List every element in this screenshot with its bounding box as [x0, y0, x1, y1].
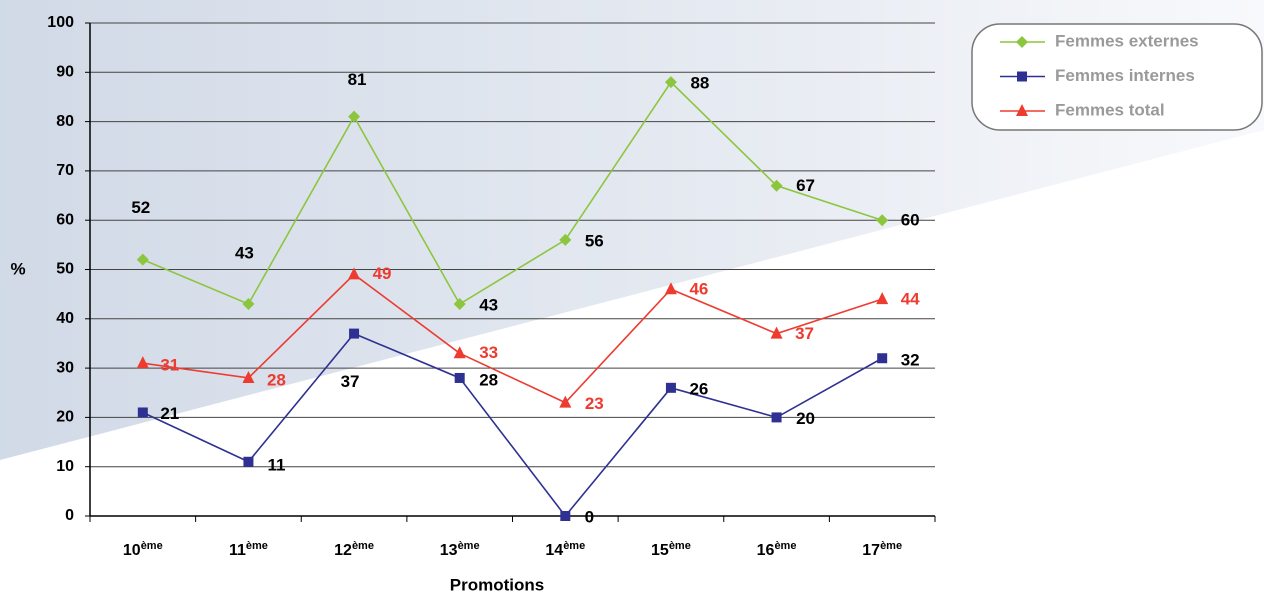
series-line: [142, 273, 883, 404]
data-label: 56: [585, 231, 604, 250]
data-label: 21: [160, 404, 179, 423]
marker-diamond: [136, 253, 149, 266]
series-line: [142, 332, 883, 518]
data-label: 23: [585, 394, 604, 413]
y-tick-label: 20: [56, 409, 74, 426]
data-label: 60: [901, 211, 920, 230]
legend-box: [971, 23, 1263, 131]
marker-square: [1017, 71, 1027, 82]
background-photo: [0, 0, 1264, 460]
legend-label: Femmes internes: [1055, 66, 1195, 85]
data-label: 46: [689, 280, 708, 299]
marker-triangle: [770, 326, 783, 339]
marker-triangle: [559, 395, 572, 408]
x-tick-label: 14ème: [545, 540, 585, 559]
y-tick-label: 90: [56, 64, 74, 81]
data-label: 32: [901, 351, 920, 370]
series-line: [142, 80, 883, 306]
marker-diamond: [559, 233, 572, 246]
y-tick-label: 40: [56, 310, 74, 327]
data-label: 81: [348, 70, 367, 89]
y-tick-label: 30: [56, 359, 74, 376]
marker-triangle: [348, 267, 361, 280]
marker-square: [349, 328, 360, 339]
marker-square: [771, 412, 782, 423]
marker-diamond: [242, 298, 255, 311]
y-tick-label: 100: [47, 14, 74, 31]
marker-square: [877, 353, 888, 364]
data-label: 43: [235, 243, 254, 262]
y-tick-label: 50: [56, 261, 74, 278]
legend-label: Femmes externes: [1055, 31, 1199, 50]
marker-diamond: [348, 110, 361, 123]
data-label: 44: [901, 290, 920, 309]
y-tick-label: 10: [56, 458, 74, 475]
marker-triangle: [242, 370, 255, 383]
data-label: 33: [479, 343, 498, 362]
data-label: 28: [479, 370, 498, 389]
data-label: 28: [267, 370, 286, 389]
data-label: 88: [690, 74, 709, 93]
y-tick-label: 0: [65, 507, 74, 524]
y-tick-label: 80: [56, 113, 74, 130]
y-tick-label: 70: [56, 162, 74, 179]
data-label: 43: [479, 295, 498, 314]
marker-diamond: [664, 76, 677, 89]
data-label: 37: [795, 324, 814, 343]
marker-square: [454, 372, 465, 383]
marker-square: [560, 511, 571, 521]
data-label: 49: [373, 264, 392, 283]
x-tick-label: 13ème: [440, 540, 480, 559]
x-tick-label: 11ème: [229, 540, 268, 559]
data-label: 0: [585, 507, 594, 526]
data-label: 11: [267, 455, 285, 474]
marker-diamond: [770, 179, 783, 192]
x-tick-label: 17ème: [862, 540, 902, 559]
data-label: 67: [796, 176, 815, 195]
marker-diamond: [1016, 36, 1028, 48]
legend-label: Femmes total: [1055, 100, 1165, 119]
data-label: 20: [796, 409, 815, 428]
data-label: 31: [160, 356, 179, 375]
data-label: 52: [131, 198, 150, 217]
marker-diamond: [453, 298, 466, 311]
y-tick-label: 60: [56, 211, 74, 228]
marker-triangle: [136, 356, 149, 369]
marker-diamond: [876, 214, 889, 227]
marker-triangle: [664, 282, 677, 295]
x-tick-label: 12ème: [334, 540, 374, 559]
y-axis-title: %: [10, 259, 25, 278]
x-axis-title: Promotions: [450, 575, 544, 594]
x-tick-label: 10ème: [123, 540, 163, 559]
data-label: 26: [689, 379, 708, 398]
marker-square: [243, 456, 254, 467]
x-tick-label: 16ème: [757, 540, 797, 559]
marker-triangle: [876, 292, 889, 305]
x-tick-label: 15ème: [651, 540, 691, 559]
marker-square: [137, 407, 148, 418]
marker-square: [665, 382, 676, 393]
marker-triangle: [453, 346, 466, 359]
marker-triangle: [1016, 104, 1028, 116]
data-label: 37: [341, 372, 360, 391]
